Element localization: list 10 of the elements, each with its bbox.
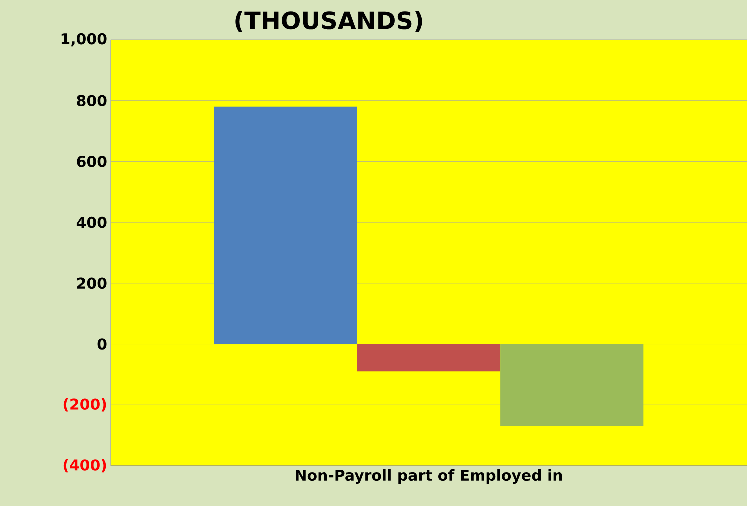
x-tick-label: Non-Payroll part of Employed in bbox=[296, 470, 562, 484]
y-tick-label: 1,000 bbox=[62, 33, 107, 47]
y-tick-label: 0 bbox=[98, 338, 107, 350]
y-tick-label: 200 bbox=[77, 278, 107, 290]
y-tick-label: (400) bbox=[64, 459, 106, 473]
y-tick-label: 800 bbox=[77, 95, 107, 106]
chart-title: (THOUSANDS) bbox=[236, 11, 422, 32]
y-tick-label: 400 bbox=[76, 216, 107, 228]
y-tick-label: 600 bbox=[77, 156, 107, 168]
y-tick-label: (200) bbox=[64, 398, 106, 412]
